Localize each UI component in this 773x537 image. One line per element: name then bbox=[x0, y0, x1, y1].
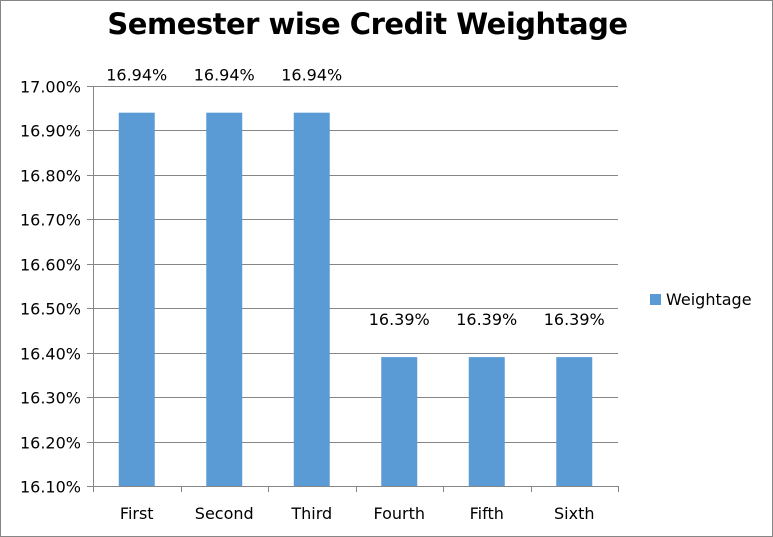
legend-swatch bbox=[650, 294, 661, 305]
y-tick-label: 16.20% bbox=[20, 434, 81, 453]
y-tick-label: 16.60% bbox=[20, 256, 81, 275]
legend: Weightage bbox=[650, 290, 752, 309]
data-label: 16.39% bbox=[544, 310, 605, 329]
data-label: 16.94% bbox=[194, 66, 255, 85]
x-tick-label: First bbox=[120, 504, 154, 523]
bar bbox=[556, 357, 593, 486]
bar bbox=[381, 357, 418, 486]
y-tick-label: 16.50% bbox=[20, 300, 81, 319]
y-tick-label: 16.80% bbox=[20, 167, 81, 186]
chart-title: Semester wise Credit Weightage bbox=[107, 7, 628, 41]
bar bbox=[468, 357, 505, 486]
bar bbox=[293, 112, 330, 487]
x-tick-label: Third bbox=[290, 504, 332, 523]
x-tick-label: Fourth bbox=[373, 504, 425, 523]
y-tick-label: 16.90% bbox=[20, 122, 81, 141]
x-tick-label: Second bbox=[195, 504, 254, 523]
data-label: 16.94% bbox=[106, 66, 167, 85]
y-tick-label: 16.10% bbox=[20, 478, 81, 497]
bar bbox=[118, 112, 155, 487]
bar bbox=[206, 112, 243, 487]
legend-label: Weightage bbox=[666, 290, 752, 309]
y-tick-label: 16.40% bbox=[20, 345, 81, 364]
y-tick-label: 17.00% bbox=[20, 78, 81, 97]
data-label: 16.39% bbox=[369, 310, 430, 329]
y-tick-label: 16.70% bbox=[20, 211, 81, 230]
data-label: 16.94% bbox=[281, 66, 342, 85]
x-tick-label: Fifth bbox=[470, 504, 504, 523]
y-tick-label: 16.30% bbox=[20, 389, 81, 408]
data-label: 16.39% bbox=[456, 310, 517, 329]
x-tick-label: Sixth bbox=[554, 504, 594, 523]
